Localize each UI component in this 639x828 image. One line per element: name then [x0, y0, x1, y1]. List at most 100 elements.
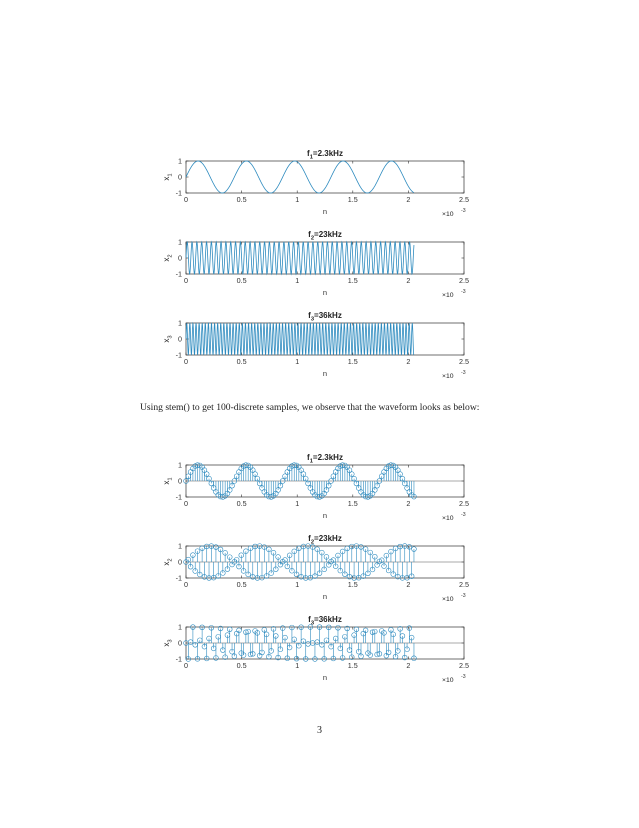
- stem-marker: [263, 573, 270, 579]
- y-tick-label: 0: [178, 639, 182, 648]
- x-tick-label: 2.5: [459, 276, 469, 285]
- stem-marker: [298, 467, 304, 473]
- y-axis-label: x3: [162, 639, 173, 646]
- stem-marker: [201, 467, 208, 473]
- stem-marker: [194, 656, 201, 662]
- stem-marker: [358, 653, 364, 659]
- stem-marker: [243, 462, 249, 468]
- x-tick-label: 1: [295, 276, 299, 285]
- x-exponent-power: -3: [461, 208, 466, 214]
- stem-marker: [323, 487, 330, 493]
- stem-marker: [261, 544, 267, 550]
- stem-marker: [289, 568, 295, 574]
- x-exponent-power: -3: [461, 289, 466, 295]
- stem-marker: [296, 643, 302, 649]
- stem-marker: [227, 554, 233, 560]
- stem-marker: [273, 633, 279, 639]
- plot-title-sub: 3: [311, 620, 314, 626]
- stem-marker: [273, 566, 279, 572]
- stem-marker: [346, 467, 353, 473]
- x-exponent-power: -3: [461, 512, 466, 518]
- x-tick-label: 1.5: [348, 357, 358, 366]
- y-axis-label-main: x: [162, 258, 171, 262]
- stem-marker: [300, 471, 307, 477]
- x-exponent-power: -3: [461, 593, 466, 599]
- y-axis-label-main: x: [162, 643, 171, 647]
- stem-marker: [245, 571, 251, 578]
- y-tick-label: 1: [178, 319, 182, 328]
- stem-marker: [383, 552, 390, 559]
- stem-marker: [277, 646, 284, 652]
- x-axis-label: n: [323, 673, 327, 682]
- y-tick-label: 0: [178, 558, 182, 567]
- stem-marker: [213, 544, 219, 550]
- y-axis-label-main: x: [162, 562, 171, 566]
- x-tick-label: 2: [406, 195, 410, 204]
- stem-marker: [206, 475, 212, 482]
- x-tick-label: 2.5: [459, 661, 469, 670]
- stem-marker: [204, 655, 210, 662]
- y-axis-label: x3: [162, 335, 173, 342]
- y-axis-label: x1: [162, 477, 173, 484]
- x-tick-label: 2: [406, 499, 410, 508]
- x-tick-label: 0: [184, 195, 188, 204]
- stem-marker: [199, 624, 205, 631]
- stem-marker: [406, 625, 413, 631]
- stem-marker: [312, 656, 318, 662]
- stem-marker: [307, 574, 314, 581]
- stem-marker: [222, 654, 228, 660]
- stem-marker: [307, 624, 314, 630]
- stem-marker: [240, 652, 247, 658]
- stem-marker: [293, 571, 300, 577]
- x-tick-label: 2.5: [459, 499, 469, 508]
- x-exponent-base: ×10: [442, 211, 454, 218]
- stem-marker: [390, 571, 396, 577]
- stem-marker: [252, 471, 258, 477]
- body-paragraph: Using stem() to get 100-discrete samples…: [140, 402, 480, 413]
- stem-marker: [185, 656, 192, 662]
- stem-marker: [250, 467, 256, 473]
- stem-marker: [319, 549, 325, 556]
- y-axis-label: x2: [162, 558, 173, 565]
- plot-title-rest: =2.3kHz: [313, 453, 343, 462]
- stem-marker: [367, 549, 373, 556]
- stem-marker: [247, 651, 254, 658]
- stem-marker: [227, 626, 233, 632]
- stem-marker: [316, 570, 323, 576]
- stem-marker: [372, 628, 378, 635]
- plot-title-main: f: [308, 534, 311, 543]
- waveform-line: [185, 321, 415, 356]
- y-axis-label-main: x: [162, 177, 171, 181]
- plot-title: f1=2.3kHz: [307, 453, 343, 464]
- plot-title-sub: 1: [310, 154, 314, 160]
- x-exponent-power: -3: [461, 674, 466, 680]
- y-axis-label-sub: 2: [167, 558, 173, 561]
- stem-marker: [303, 656, 309, 662]
- stem-marker: [339, 462, 346, 468]
- x-tick-label: 2: [406, 661, 410, 670]
- x-tick-label: 1.5: [348, 276, 358, 285]
- y-tick-label: 1: [178, 623, 182, 632]
- plot-title-sub: 2: [311, 539, 314, 545]
- stem-marker: [392, 545, 399, 552]
- y-tick-label: -1: [176, 270, 182, 279]
- stem-marker: [259, 649, 265, 656]
- stem-marker: [224, 566, 231, 572]
- stem-marker: [284, 655, 291, 661]
- stem-marker: [217, 625, 224, 632]
- x-tick-label: 0: [184, 580, 188, 589]
- stem-marker: [326, 482, 332, 489]
- y-tick-label: 1: [178, 157, 182, 166]
- plot-title-main: f: [308, 311, 311, 320]
- stem-marker: [381, 563, 387, 569]
- stem-marker: [243, 548, 249, 554]
- x-exponent-power: -3: [461, 370, 466, 376]
- x-tick-label: 0.5: [237, 661, 247, 670]
- x-tick-label: 2.5: [459, 195, 469, 204]
- plot-title-sub: 1: [310, 458, 314, 464]
- x-tick-label: 1: [295, 195, 299, 204]
- stem-marker: [261, 627, 267, 633]
- stem-marker: [259, 574, 265, 581]
